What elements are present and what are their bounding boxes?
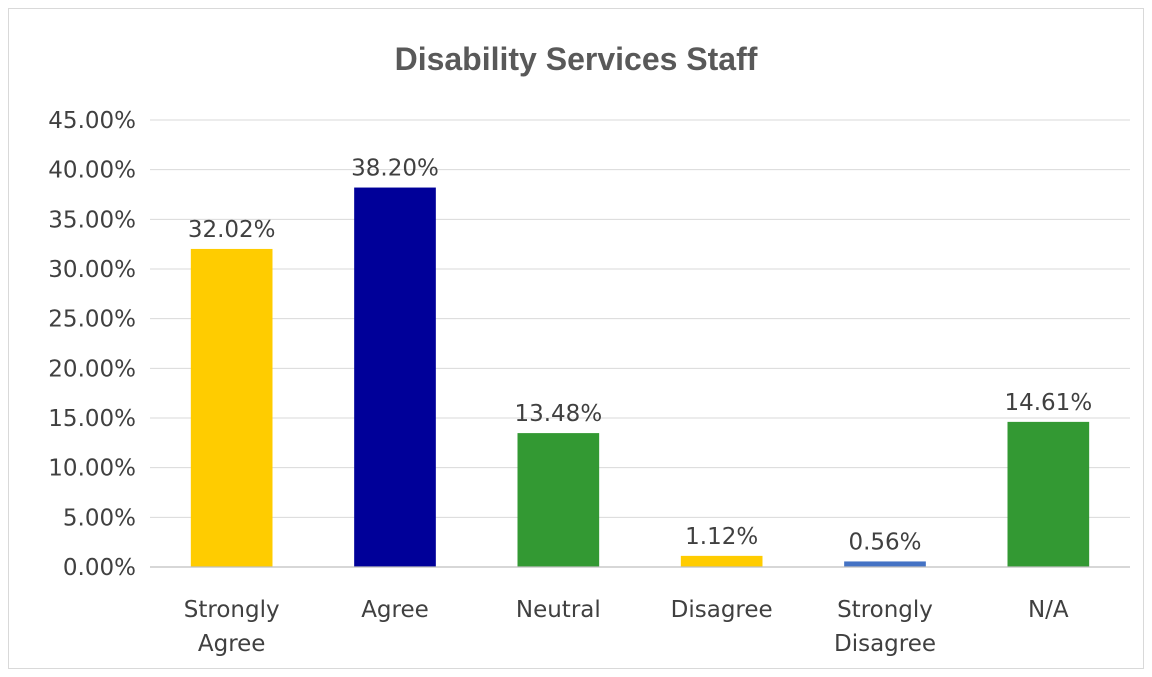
x-category-label: Strongly Agree <box>184 597 280 657</box>
y-tick-label: 20.00% <box>48 356 136 382</box>
bars <box>190 187 1090 567</box>
y-tick-label: 5.00% <box>63 505 136 531</box>
y-tick-label: 40.00% <box>48 158 136 184</box>
y-axis-tick-labels: 0.00% 5.00% 10.00% 15.00% 20.00% 25.00% 30.00%… <box>48 108 136 581</box>
bar <box>517 433 600 567</box>
x-category-label: Disagree <box>671 597 773 623</box>
bar <box>844 561 926 567</box>
gridlines <box>150 119 1130 518</box>
data-labels: 32.02% 38.20% 13.48% 1.12% 0.56% 14.61% <box>188 156 1092 556</box>
bar <box>354 187 436 567</box>
data-label: 0.56% <box>848 529 921 555</box>
x-category-label: Neutral <box>516 597 601 623</box>
y-tick-label: 25.00% <box>48 307 136 333</box>
bar <box>1007 421 1090 567</box>
x-axis-category-labels: Strongly Agree Agree Neutral Disagree Strongl… <box>184 597 1069 657</box>
y-tick-label: 45.00% <box>48 108 136 134</box>
y-tick-label: 0.00% <box>63 555 136 581</box>
x-category-label: Agree <box>361 597 429 623</box>
data-label: 32.02% <box>188 217 276 243</box>
data-label: 13.48% <box>514 401 602 427</box>
x-category-label: N/A <box>1028 597 1069 623</box>
bar <box>190 248 273 567</box>
data-label: 14.61% <box>1004 390 1092 416</box>
chart-title: Disability Services Staff <box>395 41 758 77</box>
y-tick-label: 15.00% <box>48 406 136 432</box>
x-category-label: Strongly Disagree <box>834 597 936 657</box>
data-label: 1.12% <box>685 524 758 550</box>
y-tick-label: 10.00% <box>48 456 136 482</box>
y-tick-label: 30.00% <box>48 257 136 283</box>
bar <box>680 555 763 567</box>
y-tick-label: 35.00% <box>48 207 136 233</box>
data-label: 38.20% <box>351 156 439 182</box>
